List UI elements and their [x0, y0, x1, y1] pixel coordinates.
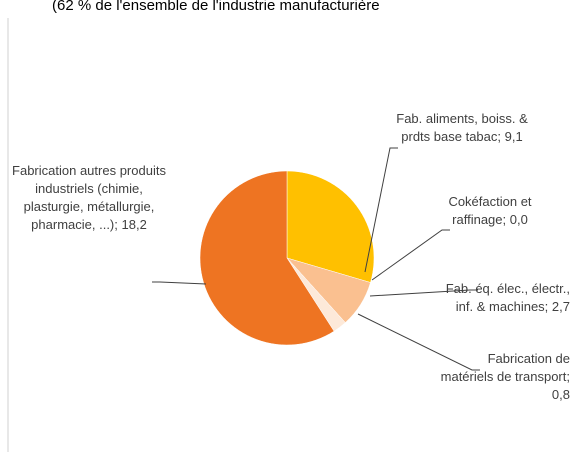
label-separator: ;: [114, 217, 118, 232]
data-label-text: Fabrication autres produits industriels …: [6, 162, 172, 234]
leader-line: [371, 229, 450, 281]
category-name: Fab. éq. élec., électr., inf. & machines: [445, 281, 570, 314]
value-label: 9,1: [504, 129, 523, 144]
category-name: Fabrication de matériels de transport: [440, 351, 570, 384]
data-label: Cokéfaction et raffinage; 0,0: [420, 193, 560, 229]
data-label-text: Fab. aliments, boiss. & prdts base tabac…: [392, 110, 532, 146]
leader-line: [369, 289, 478, 297]
label-separator: ;: [566, 369, 570, 384]
leader-line: [364, 147, 398, 273]
label-separator: ;: [502, 212, 507, 227]
pie-slice: [199, 170, 335, 346]
label-separator: ;: [497, 129, 502, 144]
category-name: Fabrication autres produits industriels …: [12, 163, 166, 232]
category-name: Cokéfaction et raffinage: [448, 194, 532, 227]
data-label: Fab. éq. élec., électr., inf. & machines…: [440, 280, 570, 316]
chart-subtitle: (62 % de l'ensemble de l'industrie manuf…: [52, 0, 380, 14]
leader-lines: [152, 147, 480, 371]
label-separator: ;: [544, 299, 549, 314]
value-label: 0,0: [509, 212, 528, 227]
category-name: Fab. aliments, boiss. & prdts base tabac: [396, 111, 528, 144]
data-label-text: Fab. éq. élec., électr., inf. & machines…: [440, 280, 570, 316]
data-label: Fab. aliments, boiss. & prdts base tabac…: [392, 110, 532, 146]
value-label: 18,2: [121, 217, 147, 232]
leader-line: [152, 281, 207, 285]
value-label: 2,7: [551, 299, 570, 314]
pie-slice: [286, 170, 375, 283]
data-label: Fabrication de matériels de transport; 0…: [440, 350, 570, 404]
value-label: 0,8: [551, 387, 570, 402]
leader-line: [357, 313, 480, 371]
data-label-text: Cokéfaction et raffinage; 0,0: [420, 193, 560, 229]
data-label: Fabrication autres produits industriels …: [6, 162, 172, 234]
data-label-text: Fabrication de matériels de transport; 0…: [440, 350, 570, 404]
